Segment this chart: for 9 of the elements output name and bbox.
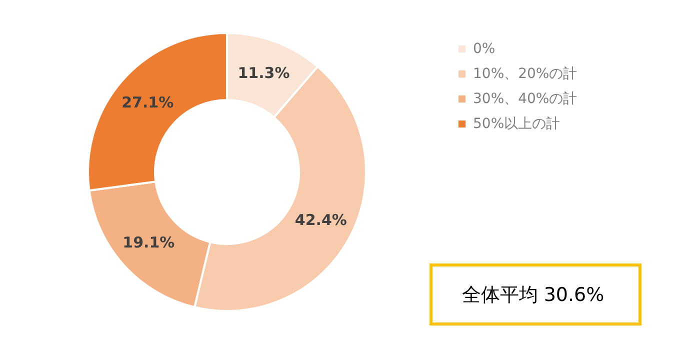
legend-label: 50%以上の計 (473, 116, 560, 132)
data-label: 27.1% (122, 94, 174, 112)
text: 全体平均 30.6% (462, 284, 604, 306)
data-label: 42.4% (294, 211, 347, 230)
legend-label: 10%、20%の計 (473, 66, 578, 82)
legend-label: 30%、40%の計 (473, 91, 578, 107)
legend-label: 0% (473, 41, 496, 57)
data-label: 11.3% (238, 64, 290, 82)
data-label: 19.1% (122, 234, 175, 252)
